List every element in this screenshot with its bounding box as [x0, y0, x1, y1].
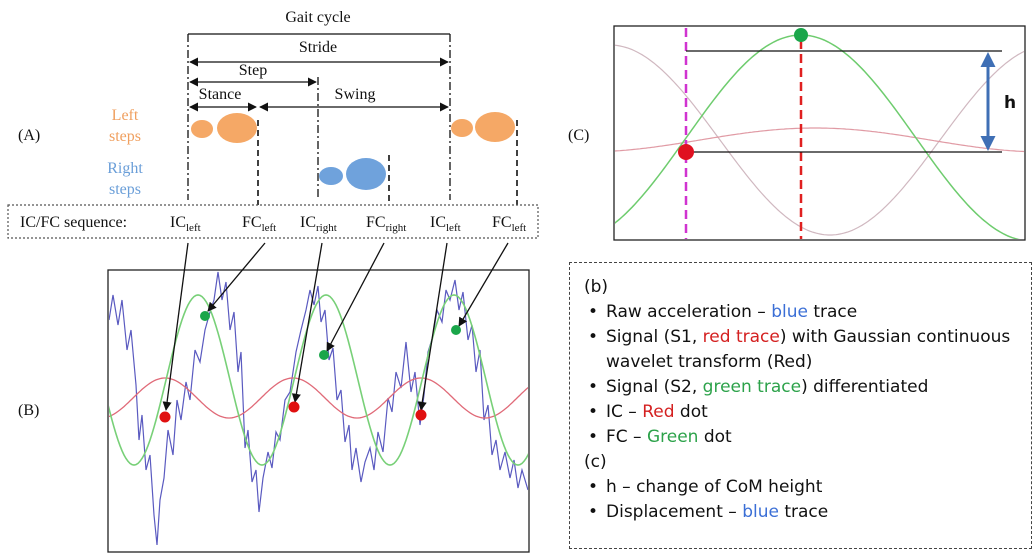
sequence-label: IC/FC sequence: [20, 214, 127, 231]
panel-c-plot-frame [613, 25, 1026, 241]
panel-c: (C) h [568, 25, 1026, 241]
panel-a-label: (A) [18, 127, 40, 144]
event-label-2: FCleft [242, 214, 276, 234]
right-steps-label-1: Right [107, 160, 143, 177]
event-arrows [162, 242, 509, 411]
right-footprint [319, 158, 386, 190]
event-label-6: FCleft [492, 214, 526, 234]
gait-cycle-label: Gait cycle [285, 9, 350, 26]
legend-c-item-1: h – change of CoM height [584, 475, 1017, 500]
arrow-fc-left-1 [207, 242, 266, 312]
h-label: h [1004, 93, 1016, 113]
fc-dot-1 [200, 311, 210, 321]
left-footprint-2 [451, 112, 515, 142]
panel-a: (A) Gait cycle Stride Step Stance Swing … [7, 9, 539, 239]
left-steps-label-2: steps [109, 128, 141, 145]
stride-label: Stride [299, 39, 337, 56]
event-label-5: ICleft [430, 214, 461, 234]
left-steps-label-1: Left [112, 107, 139, 124]
s1-red-trace [109, 377, 528, 419]
fc-green-dot [794, 28, 808, 42]
raw-acceleration-trace [109, 271, 528, 546]
pink-trace [615, 127, 1024, 153]
stance-label: Stance [199, 86, 242, 103]
legend-b-item-3: Signal (S2, green trace) differentiated [584, 375, 1017, 400]
legend-b-header: (b) [584, 277, 609, 297]
legend-b-list: Raw acceleration – blue traceSignal (S1,… [584, 300, 1017, 450]
panel-b-label: (B) [18, 402, 39, 419]
arrow-ic-left-2 [417, 242, 448, 411]
panel-b-plot-frame [107, 269, 530, 553]
s2-green-trace [109, 294, 528, 466]
arrow-ic-right [291, 242, 323, 403]
sequence-box [7, 204, 539, 239]
event-label-3: ICright [300, 214, 337, 234]
panel-c-label: (C) [568, 127, 589, 144]
gray-trace [615, 44, 1024, 236]
right-steps-label-2: steps [109, 181, 141, 198]
legend-c-header: (c) [584, 452, 607, 472]
left-footprint-1 [191, 113, 257, 143]
legend-b-item-2: Signal (S1, red trace) with Gaussian con… [584, 325, 1017, 375]
fc-dot-3 [451, 325, 461, 335]
legend-c-item-2: Displacement – blue trace [584, 500, 1017, 525]
ic-dot-3 [415, 409, 427, 421]
event-labels: ICleft FCleft ICright FCright ICleft FCleft [170, 214, 526, 234]
swing-label: Swing [335, 86, 376, 103]
legend-box: (b) Raw acceleration – blue traceSignal … [569, 262, 1032, 549]
legend-b-item-1: Raw acceleration – blue trace [584, 300, 1017, 325]
event-label-4: FCright [366, 214, 406, 234]
legend-b-item-4: IC – Red dot [584, 400, 1017, 425]
ic-red-dot [678, 144, 694, 160]
green-trace [615, 34, 1020, 239]
step-label: Step [239, 62, 267, 79]
ic-dot-2 [288, 401, 300, 413]
legend-c-list: h – change of CoM heightDisplacement – b… [584, 475, 1017, 525]
event-label-1: ICleft [170, 214, 201, 234]
arrow-ic-left-1 [162, 242, 189, 411]
arrow-fc-right [326, 242, 385, 352]
arrow-fc-left-2 [458, 242, 509, 327]
ic-dot-1 [159, 411, 171, 423]
fc-dot-2 [319, 350, 329, 360]
panel-b: (B) [18, 242, 530, 553]
event-dashed-lines [257, 120, 518, 205]
legend-b-item-5: FC – Green dot [584, 425, 1017, 450]
